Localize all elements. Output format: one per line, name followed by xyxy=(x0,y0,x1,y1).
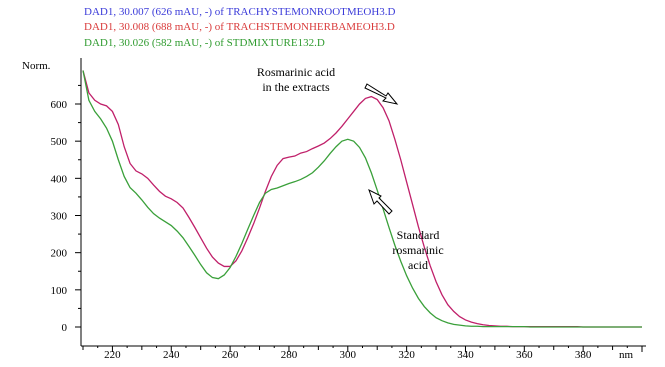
series-line-0 xyxy=(82,70,642,328)
x-tick-label: 320 xyxy=(398,349,415,361)
x-tick-label: 380 xyxy=(575,349,592,361)
legend-entry-standard: DAD1, 30.026 (582 mAU, -) of STDMIXTURE1… xyxy=(84,37,325,49)
annotation-standard-text: rosmarinic xyxy=(392,243,443,257)
series-line-1 xyxy=(82,70,642,328)
y-tick-label: 500 xyxy=(51,136,68,148)
legend-entry-root: DAD1, 30.007 (626 mAU, -) of TRACHYSTEMO… xyxy=(84,6,396,18)
x-axis-label: nm xyxy=(619,349,634,361)
y-tick-label: 600 xyxy=(51,99,68,111)
annotation-extracts-text: Rosmarinic acid xyxy=(257,65,335,79)
annotation-extracts-arrow xyxy=(364,83,399,105)
x-tick-label: 280 xyxy=(281,349,298,361)
y-tick-label: 300 xyxy=(51,211,68,223)
annotation-standard-arrow xyxy=(368,188,393,215)
x-tick-label: 300 xyxy=(340,349,357,361)
annotation-standard-text: acid xyxy=(408,258,428,272)
y-axis-label: Norm. xyxy=(22,60,51,72)
x-tick-label: 360 xyxy=(516,349,533,361)
annotation-standard-text: Standard xyxy=(397,228,440,242)
annotation-extracts-text: in the extracts xyxy=(262,80,330,94)
x-tick-label: 220 xyxy=(104,349,121,361)
y-tick-label: 200 xyxy=(51,248,68,260)
legend-entry-herba: DAD1, 30.008 (688 mAU, -) of TRACHSTEMON… xyxy=(84,21,395,33)
x-tick-label: 240 xyxy=(163,349,180,361)
y-tick-label: 400 xyxy=(51,173,68,185)
x-tick-label: 260 xyxy=(222,349,239,361)
x-tick-label: 340 xyxy=(457,349,474,361)
y-tick-label: 0 xyxy=(62,322,68,334)
y-tick-label: 100 xyxy=(51,285,68,297)
